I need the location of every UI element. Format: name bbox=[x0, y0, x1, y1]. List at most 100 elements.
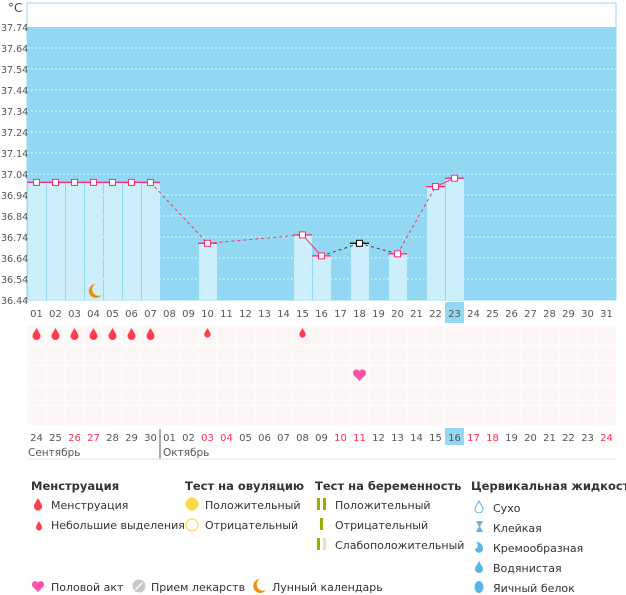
pill-icon bbox=[132, 579, 146, 593]
menstruation-drop-icon bbox=[70, 328, 79, 340]
cycle-date-label: 21 bbox=[543, 433, 556, 444]
symbol-cell bbox=[255, 406, 274, 425]
symbol-cell bbox=[426, 326, 445, 345]
symbol-cell bbox=[521, 326, 540, 345]
temp-bar bbox=[446, 178, 464, 300]
symbol-cell bbox=[502, 386, 521, 405]
x-tick-label: 01 bbox=[30, 309, 43, 320]
x-tick-label: 23 bbox=[448, 309, 461, 320]
sticky-icon bbox=[476, 521, 483, 532]
legend-pregnancy-positive: Положительный bbox=[335, 499, 431, 512]
unit-label: °C bbox=[8, 1, 22, 15]
y-tick-label: 37.54 bbox=[1, 65, 28, 76]
temp-point bbox=[90, 178, 97, 186]
x-tick-label: 11 bbox=[220, 309, 233, 320]
temp-point bbox=[451, 174, 458, 182]
legend-spotting: Небольшие выделения bbox=[51, 519, 185, 532]
y-tick-label: 37.44 bbox=[1, 86, 28, 97]
x-tick-label: 04 bbox=[87, 309, 100, 320]
temp-point bbox=[147, 178, 154, 186]
symbol-cell bbox=[65, 346, 84, 365]
menstruation-drop-icon bbox=[299, 328, 306, 338]
x-tick-label: 27 bbox=[524, 309, 537, 320]
temp-bar bbox=[351, 243, 369, 300]
symbol-cell bbox=[464, 366, 483, 385]
symbol-cell bbox=[407, 326, 426, 345]
x-tick-label: 05 bbox=[106, 309, 119, 320]
x-tick-label: 30 bbox=[581, 309, 594, 320]
symbol-cell bbox=[179, 366, 198, 385]
symbol-cell bbox=[350, 406, 369, 425]
symbol-cell bbox=[597, 326, 616, 345]
symbol-cell bbox=[236, 406, 255, 425]
cycle-date-label: 16 bbox=[448, 433, 461, 444]
legend-ovulation-negative: Отрицательный bbox=[205, 519, 299, 532]
symbol-cell bbox=[103, 366, 122, 385]
x-tick-label: 14 bbox=[277, 309, 290, 320]
y-tick-label: 36.44 bbox=[1, 296, 28, 307]
symbol-cell bbox=[578, 346, 597, 365]
temp-bar bbox=[199, 243, 217, 300]
legend-ovulation-title: Тест на овуляцию bbox=[185, 479, 305, 493]
symbol-cell bbox=[46, 366, 65, 385]
y-tick-label: 37.24 bbox=[1, 128, 28, 139]
symbol-cell bbox=[483, 346, 502, 365]
symbol-cell bbox=[103, 346, 122, 365]
positive-circle-icon bbox=[185, 497, 199, 511]
cycle-date-label: 11 bbox=[353, 433, 366, 444]
heart-icon bbox=[31, 581, 45, 592]
symbol-cell bbox=[445, 406, 464, 425]
x-tick-label: 03 bbox=[68, 309, 81, 320]
y-tick-label: 36.74 bbox=[1, 233, 28, 244]
symbol-cell bbox=[388, 326, 407, 345]
temp-bar bbox=[47, 182, 65, 300]
symbol-cell bbox=[179, 406, 198, 425]
symbol-cell bbox=[217, 406, 236, 425]
symbol-cell bbox=[293, 406, 312, 425]
temp-line-segment bbox=[321, 242, 360, 257]
symbol-cell bbox=[141, 346, 160, 365]
symbol-cell bbox=[521, 366, 540, 385]
symbol-cell bbox=[464, 386, 483, 405]
symbol-cell bbox=[27, 366, 46, 385]
legend-cervical-dry: Сухо bbox=[493, 502, 521, 515]
x-tick-label: 07 bbox=[144, 309, 157, 320]
symbol-cell bbox=[84, 366, 103, 385]
temp-point bbox=[52, 178, 59, 186]
y-tick-label: 36.64 bbox=[1, 254, 28, 265]
symbol-cell bbox=[350, 326, 369, 345]
symbol-cell bbox=[559, 406, 578, 425]
heart-icon bbox=[352, 369, 367, 381]
temp-bar bbox=[313, 255, 331, 300]
symbol-cell bbox=[84, 346, 103, 365]
symbol-cell bbox=[160, 366, 179, 385]
test-two-lines-icon bbox=[317, 498, 326, 510]
symbol-cell bbox=[46, 406, 65, 425]
symbol-cell bbox=[236, 326, 255, 345]
x-tick-label: 08 bbox=[163, 309, 176, 320]
symbol-cell bbox=[274, 326, 293, 345]
temperature-chart: °C 37.74 37.64 37.54 37.44 37.34 37.24 37.14 37.… bbox=[1, 1, 617, 460]
symbol-cell bbox=[198, 386, 217, 405]
symbol-cell bbox=[255, 346, 274, 365]
symbol-cell bbox=[198, 406, 217, 425]
symbol-cell bbox=[160, 346, 179, 365]
cycle-date-label: 27 bbox=[87, 433, 100, 444]
symbol-cell bbox=[559, 346, 578, 365]
symbol-cell bbox=[274, 386, 293, 405]
temp-bar bbox=[28, 182, 46, 300]
egg-white-icon bbox=[474, 581, 484, 593]
x-tick-label: 20 bbox=[391, 309, 404, 320]
legend-intercourse: Половой акт bbox=[51, 581, 124, 594]
symbol-cell bbox=[426, 346, 445, 365]
temp-line-segment bbox=[359, 242, 398, 255]
symbol-cell bbox=[179, 346, 198, 365]
symbol-cell bbox=[521, 346, 540, 365]
x-tick-label: 18 bbox=[353, 309, 366, 320]
symbol-cell bbox=[502, 406, 521, 425]
symbol-cell bbox=[198, 366, 217, 385]
symbol-cell bbox=[597, 406, 616, 425]
y-tick-label: 37.04 bbox=[1, 170, 28, 181]
temp-point bbox=[128, 178, 135, 186]
symbol-cell bbox=[350, 386, 369, 405]
